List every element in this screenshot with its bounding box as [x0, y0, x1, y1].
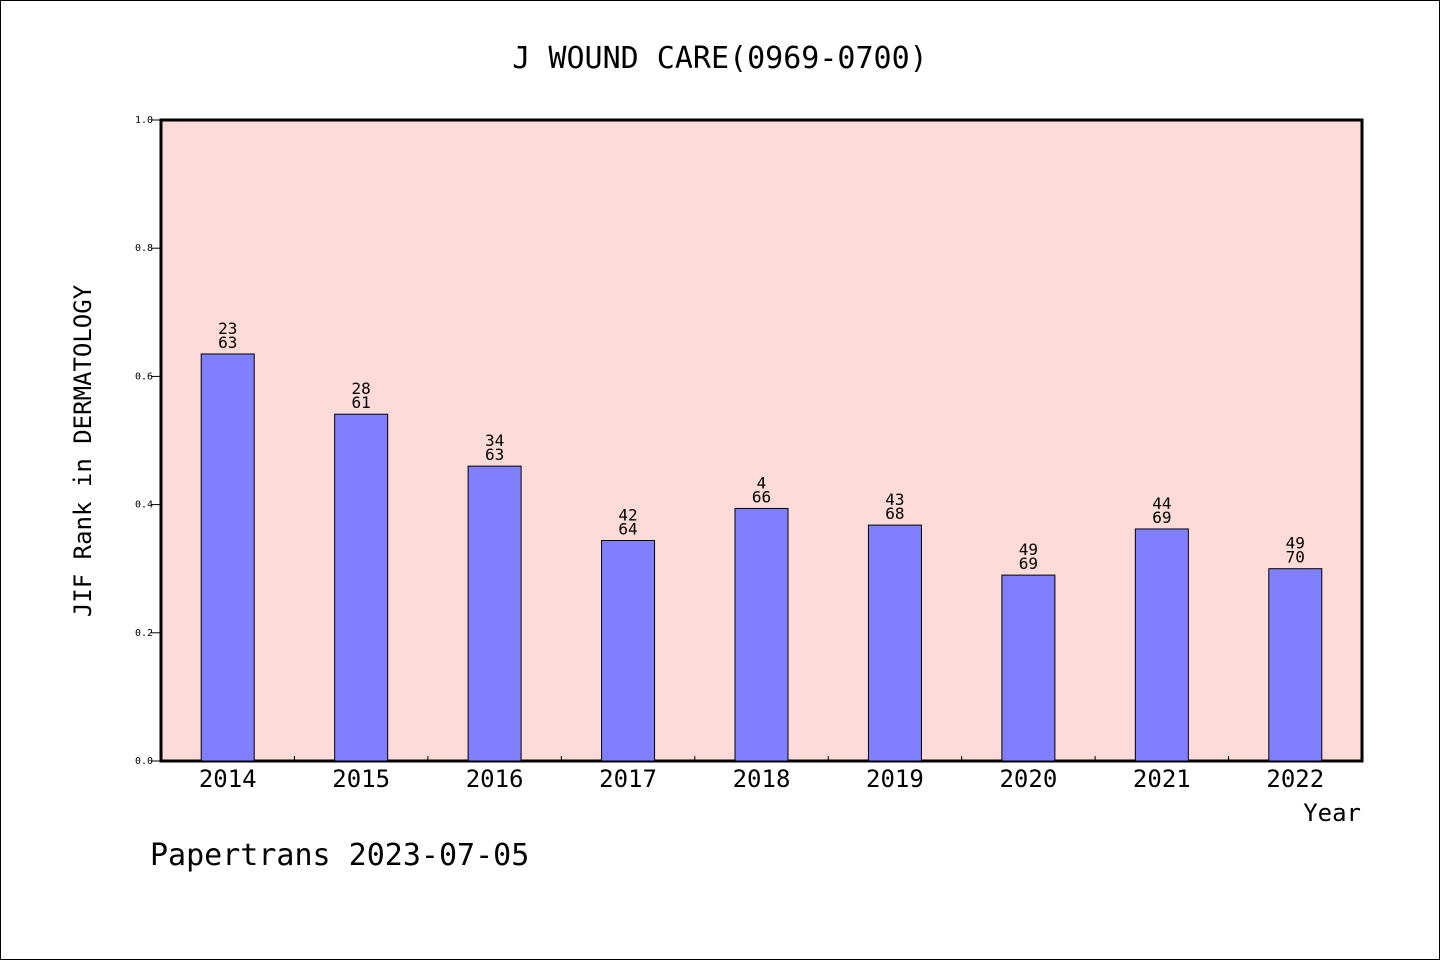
- bar-label-bottom: 66: [752, 487, 771, 506]
- bar-label-top: 34: [485, 431, 504, 450]
- y-axis-label: JIF Rank in DERMATOLOGY: [69, 284, 97, 617]
- y-tick-label: 0.4: [135, 500, 153, 511]
- x-axis: 2014 2015 2016 2017 2018 2019 2020 2021 2022: [199, 756, 1324, 793]
- bar-label-bottom: 69: [1152, 508, 1171, 527]
- bar: [467, 465, 522, 762]
- bar: [1134, 528, 1189, 762]
- bar-label-bottom: 63: [218, 333, 237, 352]
- bar: [867, 524, 922, 762]
- bar-label-bottom: 63: [485, 445, 504, 464]
- x-tick-label: 2020: [999, 765, 1057, 793]
- bar-label-bottom: 69: [1019, 554, 1038, 573]
- bar-label-top: 42: [618, 505, 637, 524]
- bar: [1001, 574, 1056, 762]
- x-tick-label: 2016: [466, 765, 524, 793]
- y-tick-label: 0.0: [135, 756, 153, 767]
- bar: [334, 413, 389, 762]
- bar-label-bottom: 61: [352, 393, 371, 412]
- x-axis-label: Year: [1303, 799, 1361, 827]
- y-tick-label: 0.8: [135, 243, 153, 254]
- bar-label-top: 49: [1286, 534, 1305, 553]
- bar-label-bottom: 70: [1286, 548, 1305, 567]
- x-tick-label: 2017: [599, 765, 657, 793]
- bar-label-bottom: 64: [618, 519, 637, 538]
- x-tick-label: 2022: [1266, 765, 1324, 793]
- bar: [734, 507, 789, 762]
- bar: [200, 353, 255, 762]
- bar-label-top: 28: [352, 379, 371, 398]
- x-tick-label: 2014: [199, 765, 257, 793]
- bar-label-top: 43: [885, 490, 904, 509]
- x-tick-label: 2021: [1133, 765, 1191, 793]
- chart-title: J WOUND CARE(0969-0700): [512, 41, 927, 76]
- bar-label-top: 23: [218, 319, 237, 338]
- footer-credit: Papertrans 2023-07-05: [150, 838, 529, 873]
- x-tick-label: 2019: [866, 765, 924, 793]
- y-tick-label: 0.2: [135, 628, 153, 639]
- y-axis: 0.0 0.2 0.4 0.6 0.8 1.0: [135, 115, 161, 767]
- x-tick-label: 2015: [332, 765, 390, 793]
- bar-label-bottom: 68: [885, 504, 904, 523]
- bars-group: [200, 353, 1323, 762]
- y-tick-label: 1.0: [135, 115, 153, 126]
- bar-label-top: 44: [1152, 494, 1171, 513]
- bar: [601, 539, 656, 762]
- x-tick-label: 2018: [733, 765, 791, 793]
- bar-label-top: 4: [757, 473, 767, 492]
- bar: [1268, 568, 1323, 762]
- bar-label-top: 49: [1019, 540, 1038, 559]
- y-tick-label: 0.6: [135, 371, 153, 382]
